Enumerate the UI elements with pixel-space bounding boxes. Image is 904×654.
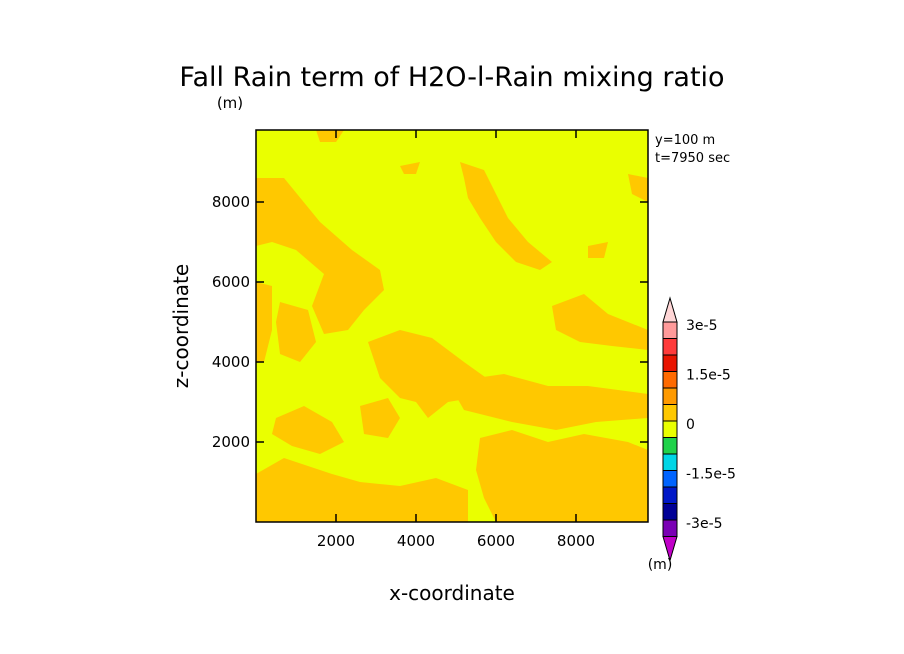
x-tick-label: 2000 (317, 532, 355, 550)
chart-title: Fall Rain term of H2O-l-Rain mixing rati… (179, 62, 724, 93)
colorbar-tick-label: -1.5e-5 (686, 467, 736, 483)
axis-ticks: 2000 4000 6000 8000 2000 4000 6000 8000 (212, 130, 648, 550)
colorbar-swatch (662, 387, 678, 405)
title-units: (m) (217, 94, 243, 112)
y-tick-label: 4000 (212, 353, 250, 371)
plot-frame (255, 129, 649, 523)
colorbar-tick-label: 1.5e-5 (686, 368, 731, 384)
x-tick-label: 8000 (557, 532, 595, 550)
colorbar-swatch (662, 486, 678, 504)
y-axis-label: z-coordinate (169, 264, 193, 388)
colorbar-tick-label: 3e-5 (686, 318, 717, 334)
field-region-upper-mid-speck (400, 162, 420, 174)
colorbar-swatch (662, 437, 678, 455)
colorbar-swatch (662, 470, 678, 488)
field-region-upper-right-diagonal-band (460, 162, 552, 270)
field-regions (256, 130, 648, 522)
colorbar: 3e-5 1.5e-5 0 -1.5e-5 -3e-5 (662, 296, 736, 563)
field-region-upper-left-diagonal-band (256, 178, 384, 334)
colorbar-swatch (662, 404, 678, 422)
y-tick-label: 6000 (212, 273, 250, 291)
colorbar-swatch (662, 371, 678, 389)
y-tick-label: 2000 (212, 433, 250, 451)
field-region-mid-left-patch (276, 302, 316, 362)
colorbar-tick-label: -3e-5 (686, 516, 723, 532)
annotation-time: t=7950 sec (655, 151, 730, 166)
field-region-right-top-edge (628, 174, 648, 202)
colorbar-swatch (662, 338, 678, 356)
x-axis-label: x-coordinate (389, 581, 515, 605)
field-region-lower-right-blob (476, 430, 648, 522)
colorbar-swatch (662, 536, 678, 563)
field-region-bottom-left-band (256, 458, 468, 522)
y-tick-label: 8000 (212, 193, 250, 211)
field-region-top-left-sliver (316, 130, 344, 142)
colorbar-swatch (662, 453, 678, 471)
colorbar-swatch (662, 354, 678, 372)
x-tick-label: 4000 (397, 532, 435, 550)
plot-area: 2000 4000 6000 8000 2000 4000 6000 8000 (212, 129, 649, 550)
field-region-right-mid-speck (588, 242, 608, 258)
colorbar-swatch (662, 519, 678, 537)
field-region-left-edge-strip (256, 282, 272, 362)
field-region-left-mid-blob (360, 398, 400, 438)
colorbar-tick-label: 0 (686, 417, 695, 433)
field-region-right-upper-patch (552, 294, 648, 350)
field-region-left-lower-patch (272, 406, 344, 454)
x-tick-label: 6000 (477, 532, 515, 550)
colorbar-swatch (662, 321, 678, 339)
annotation-y-position: y=100 m (655, 133, 715, 148)
colorbar-units: (m) (648, 557, 673, 573)
colorbar-swatch (662, 420, 678, 438)
colorbar-swatch (662, 503, 678, 521)
field-region-center-right-band (448, 374, 648, 430)
colorbar-swatch (662, 296, 678, 323)
